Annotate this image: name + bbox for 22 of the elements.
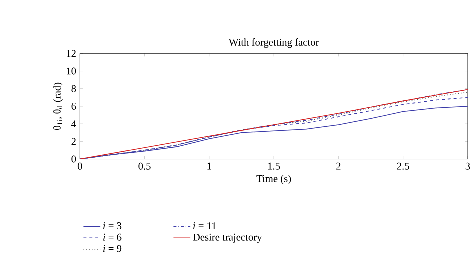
- legend-label: Desire trajectory: [193, 234, 262, 243]
- x-axis-title: Time (s): [256, 174, 292, 184]
- y-tick-label: 12: [67, 50, 76, 57]
- x-tick-label: 3: [466, 162, 470, 170]
- y-tick-label: 2: [72, 138, 76, 145]
- y-axis-title: θ$_{1i}$, θ$_{d}$ (rad): [54, 82, 63, 130]
- y-tick-label: 0: [72, 156, 76, 163]
- x-tick-label: 0: [78, 162, 82, 170]
- legend-label: i = 6: [103, 234, 122, 241]
- chart-title: With forgetting factor: [228, 38, 320, 48]
- legend-label: i = 3: [103, 222, 122, 230]
- y-tick-label: 10: [67, 68, 76, 75]
- legend-label: i = 11: [193, 222, 216, 230]
- x-tick-label: 1: [208, 162, 212, 170]
- legend-label: i = 9: [103, 245, 122, 252]
- x-tick-label: 0.5: [138, 162, 151, 170]
- x-tick-label: 1.5: [268, 162, 280, 170]
- y-tick-label: 8: [72, 85, 76, 92]
- y-tick-label: 6: [72, 102, 76, 110]
- x-tick-label: 2: [336, 162, 341, 170]
- x-tick-label: 2.5: [397, 162, 410, 170]
- y-tick-label: 4: [72, 120, 76, 128]
